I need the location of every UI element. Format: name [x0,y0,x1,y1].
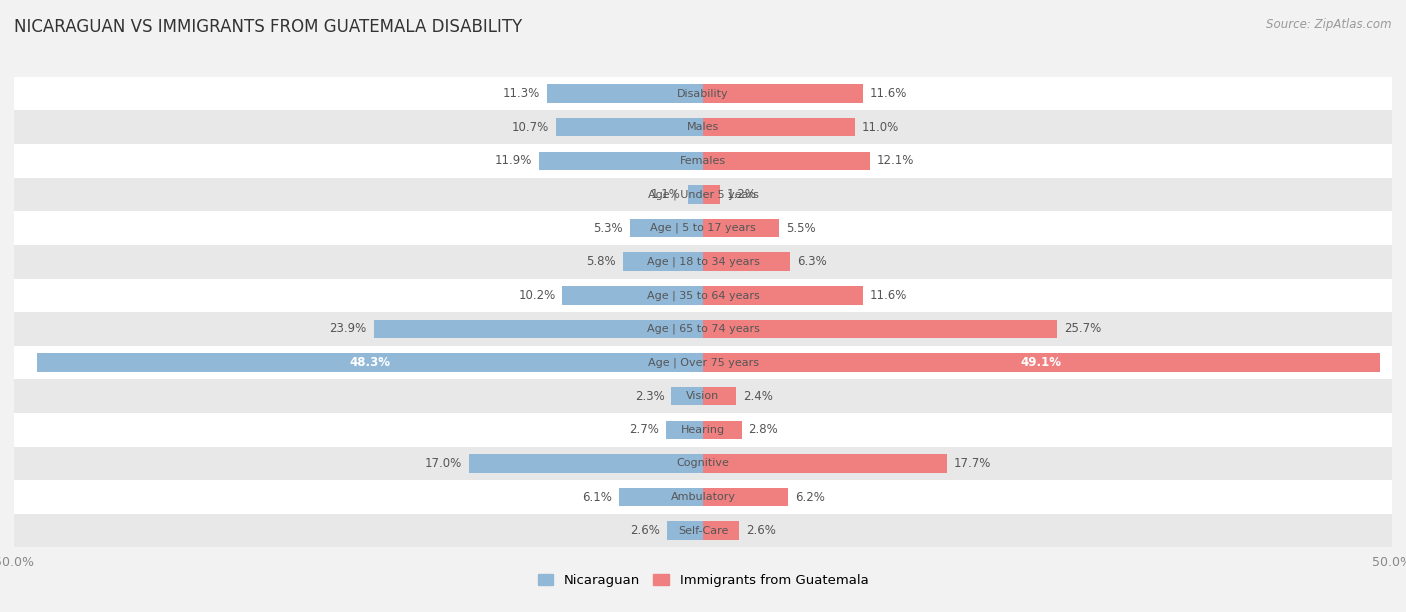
Legend: Nicaraguan, Immigrants from Guatemala: Nicaraguan, Immigrants from Guatemala [533,569,873,592]
Text: 17.7%: 17.7% [953,457,991,470]
Text: 6.3%: 6.3% [797,255,827,268]
Text: Hearing: Hearing [681,425,725,435]
Text: 11.0%: 11.0% [862,121,898,134]
Text: 11.3%: 11.3% [503,87,540,100]
Bar [14,312,1392,346]
Text: 11.6%: 11.6% [870,87,907,100]
Bar [468,454,703,472]
Text: Ambulatory: Ambulatory [671,492,735,502]
Text: 10.7%: 10.7% [512,121,548,134]
Bar [671,387,703,405]
Bar [14,278,1392,312]
Text: Self-Care: Self-Care [678,526,728,536]
Text: 2.4%: 2.4% [742,390,773,403]
Bar [703,152,870,170]
Bar [703,319,1057,338]
Bar [14,245,1392,278]
Bar [14,514,1392,548]
Text: 2.8%: 2.8% [748,424,778,436]
Bar [703,454,946,472]
Text: 5.8%: 5.8% [586,255,616,268]
Bar [374,319,703,338]
Text: Disability: Disability [678,89,728,99]
Text: 5.3%: 5.3% [593,222,623,234]
Bar [14,379,1392,413]
Bar [14,144,1392,177]
Text: 11.6%: 11.6% [870,289,907,302]
Text: Males: Males [688,122,718,132]
Text: 48.3%: 48.3% [350,356,391,369]
Text: 5.5%: 5.5% [786,222,815,234]
Bar [619,488,703,506]
Bar [38,353,703,371]
Text: Age | 65 to 74 years: Age | 65 to 74 years [647,324,759,334]
Text: Cognitive: Cognitive [676,458,730,468]
Text: 23.9%: 23.9% [329,323,367,335]
Bar [630,219,703,237]
Text: Age | Under 5 years: Age | Under 5 years [648,189,758,200]
Text: 49.1%: 49.1% [1021,356,1062,369]
Text: 2.3%: 2.3% [634,390,665,403]
Bar [562,286,703,305]
Text: 1.1%: 1.1% [651,188,681,201]
Bar [666,420,703,439]
Text: Vision: Vision [686,391,720,401]
Bar [14,447,1392,480]
Bar [547,84,703,103]
Bar [14,211,1392,245]
Text: 2.6%: 2.6% [745,524,776,537]
Text: 12.1%: 12.1% [876,154,914,167]
Text: 6.1%: 6.1% [582,490,612,504]
Text: Source: ZipAtlas.com: Source: ZipAtlas.com [1267,18,1392,31]
Bar [688,185,703,204]
Bar [703,387,737,405]
Bar [703,488,789,506]
Text: 17.0%: 17.0% [425,457,461,470]
Text: 6.2%: 6.2% [796,490,825,504]
Text: Age | Over 75 years: Age | Over 75 years [648,357,758,368]
Bar [14,413,1392,447]
Text: 11.9%: 11.9% [495,154,531,167]
Text: Females: Females [681,156,725,166]
Bar [703,420,741,439]
Bar [703,219,779,237]
Text: 10.2%: 10.2% [519,289,555,302]
Bar [703,252,790,271]
Bar [623,252,703,271]
Text: 25.7%: 25.7% [1064,323,1101,335]
Bar [703,84,863,103]
Text: 2.7%: 2.7% [628,424,659,436]
Bar [703,118,855,136]
Text: 2.6%: 2.6% [630,524,661,537]
Text: NICARAGUAN VS IMMIGRANTS FROM GUATEMALA DISABILITY: NICARAGUAN VS IMMIGRANTS FROM GUATEMALA … [14,18,522,36]
Text: Age | 18 to 34 years: Age | 18 to 34 years [647,256,759,267]
Text: 1.2%: 1.2% [727,188,756,201]
Bar [14,177,1392,211]
Bar [668,521,703,540]
Bar [14,346,1392,379]
Text: Age | 35 to 64 years: Age | 35 to 64 years [647,290,759,300]
Bar [703,353,1379,371]
Bar [703,185,720,204]
Bar [555,118,703,136]
Bar [14,110,1392,144]
Bar [14,480,1392,514]
Bar [703,286,863,305]
Bar [538,152,703,170]
Text: Age | 5 to 17 years: Age | 5 to 17 years [650,223,756,233]
Bar [14,76,1392,110]
Bar [703,521,738,540]
